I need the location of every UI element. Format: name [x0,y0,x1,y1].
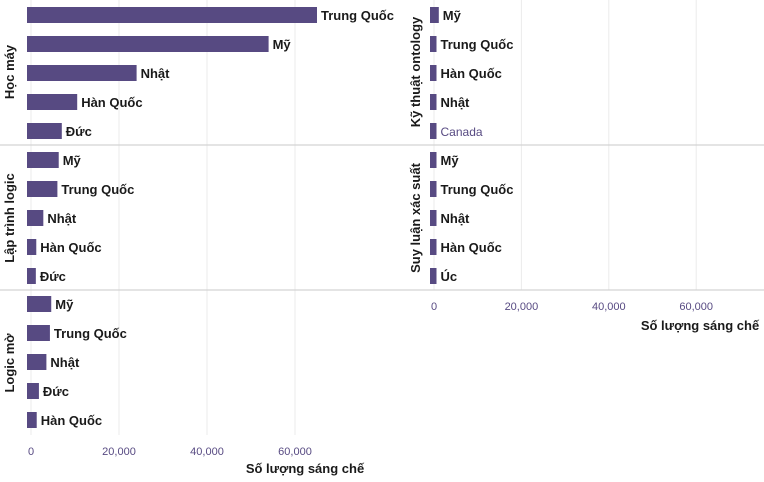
bar-5-4 [430,239,437,255]
bar-5-2 [430,181,437,197]
bar-label: Mỹ [441,153,460,168]
bar-3-5 [27,412,37,428]
bar-label: Hàn Quốc [81,95,142,110]
bar-label: Úc [441,269,458,284]
x-tick-label: 40,000 [190,446,224,458]
x-tick-label: 20,000 [102,446,136,458]
bar-1-3 [27,65,137,81]
bar-label: Hàn Quốc [41,413,102,428]
facet-title: Kỹ thuật ontology [408,16,423,127]
bar-label: Canada [441,125,483,139]
bar-label: Trung Quốc [321,8,394,23]
x-tick-label: 40,000 [592,301,626,313]
bar-label: Mỹ [55,297,74,312]
bar-label: Nhật [141,66,171,81]
bar-4-3 [430,65,437,81]
x-tick-label: 20,000 [505,301,539,313]
bar-label: Đức [43,384,69,399]
bar-5-1 [430,152,437,168]
bar-4-1 [430,7,439,23]
bar-3-3 [27,354,47,370]
bar-2-3 [27,210,44,226]
x-tick-label: 60,000 [679,301,713,313]
bar-label: Nhật [50,355,80,370]
x-tick-label: 0 [28,446,34,458]
bar-2-4 [27,239,37,255]
bar-label: Hàn Quốc [40,240,101,255]
x-tick-label: 60,000 [278,446,312,458]
bar-5-5 [430,268,437,284]
bar-1-5 [27,123,62,139]
x-axis-title: Số lượng sáng chế [246,461,365,476]
bar-3-4 [27,383,39,399]
bar-label: Trung Quốc [441,37,514,52]
bar-1-2 [27,36,269,52]
bar-2-2 [27,181,58,197]
bar-label: Nhật [47,211,77,226]
bar-4-4 [430,94,437,110]
bar-label: Mỹ [273,37,292,52]
bar-3-2 [27,325,50,341]
bar-label: Hàn Quốc [441,66,502,81]
bar-label: Trung Quốc [54,326,127,341]
bar-1-1 [27,7,317,23]
bar-3-1 [27,296,52,312]
bar-label: Mỹ [443,8,462,23]
bar-2-5 [27,268,36,284]
bar-2-1 [27,152,59,168]
bar-label: Nhật [441,95,471,110]
bar-4-5 [430,123,437,139]
bar-1-4 [27,94,78,110]
bar-5-3 [430,210,437,226]
bar-label: Mỹ [63,153,82,168]
bar-label: Đức [40,269,66,284]
bar-4-2 [430,36,437,52]
bar-label: Hàn Quốc [441,240,502,255]
x-axis-title: Số lượng sáng chế [641,318,760,333]
bar-label: Nhật [441,211,471,226]
bar-label: Trung Quốc [61,182,134,197]
facet-title: Suy luận xác suất [408,162,423,272]
facet-title: Học máy [2,44,17,99]
x-tick-label: 0 [431,301,437,313]
facet-title: Lập trình logic [2,173,17,263]
bar-label: Trung Quốc [441,182,514,197]
facet-title: Logic mờ [2,333,17,393]
bar-label: Đức [66,124,92,139]
